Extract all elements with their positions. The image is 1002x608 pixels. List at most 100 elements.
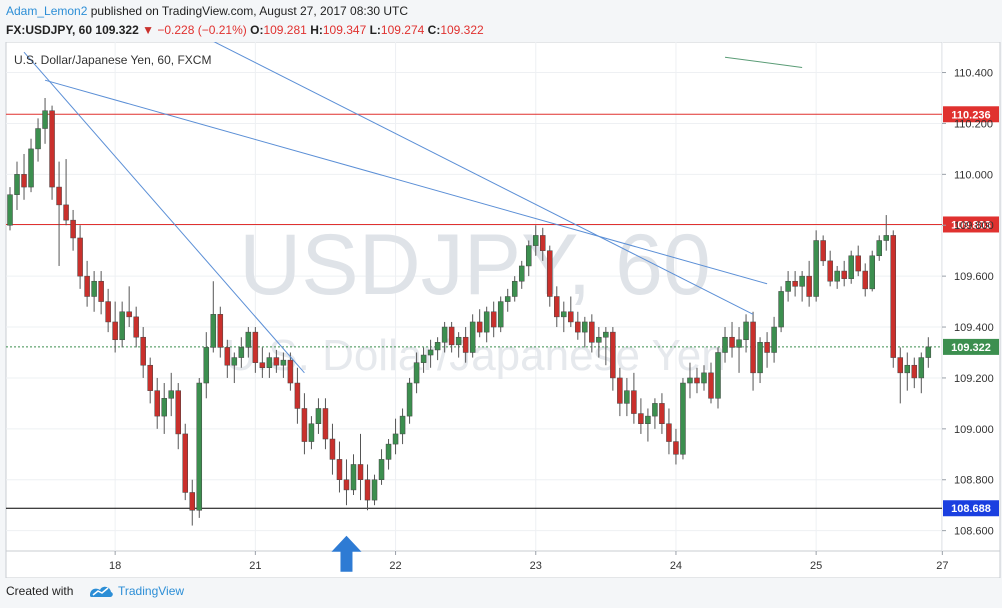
support-price-tag [943, 500, 999, 517]
candle-down [147, 364, 153, 391]
candle-down [610, 331, 616, 379]
x-tick-label: 24 [670, 560, 682, 572]
candle-down [806, 275, 812, 297]
candle-up [7, 194, 13, 226]
x-tick-label: 25 [810, 560, 822, 572]
candle-up [582, 321, 588, 333]
candle-up [518, 265, 525, 282]
y-tick-label: 109.800 [954, 220, 994, 232]
candle-up [701, 372, 707, 384]
candle-down [841, 270, 847, 279]
candle-up [350, 464, 357, 491]
price-axis[interactable] [941, 42, 1001, 552]
candle-down [792, 280, 798, 287]
resistance-price-label: 109.803 [951, 219, 991, 231]
candle-down [133, 316, 139, 338]
candle-down [301, 408, 308, 442]
candle-up [161, 398, 167, 417]
candle-down [294, 382, 301, 409]
candle-down [462, 336, 469, 353]
candle-up [757, 342, 763, 374]
time-axis[interactable] [5, 550, 1001, 578]
candle-up [904, 364, 911, 374]
candle-up [561, 311, 567, 318]
candle-down [490, 311, 497, 328]
last-price: 109.322 [95, 23, 139, 37]
watermark-symbol: USDJPY, 60 [239, 217, 711, 313]
candle-up [533, 235, 539, 246]
close-label: C: [427, 23, 441, 37]
candle-up [918, 357, 925, 379]
candle-up [196, 382, 203, 511]
candle-up [785, 280, 791, 292]
candle-down [336, 459, 343, 480]
candle-up [266, 357, 273, 369]
candle-up [883, 235, 889, 241]
candle-down [49, 110, 55, 188]
last-price-tag [943, 338, 999, 355]
high-value: 109.347 [322, 23, 367, 37]
candle-down [343, 479, 350, 491]
y-tick-label: 109.400 [954, 322, 994, 334]
candle-up [778, 291, 784, 328]
candle-up [813, 240, 819, 297]
x-tick-label: 27 [936, 560, 948, 572]
candle-up [315, 408, 322, 425]
candle-down [189, 492, 196, 511]
publish-line: Adam_Lemon2 published on TradingView.com… [6, 4, 408, 18]
candle-up [385, 443, 392, 460]
candle-down [568, 311, 574, 323]
candle-up [119, 311, 125, 341]
candle-down [448, 326, 455, 346]
candle-down [252, 331, 259, 363]
author-link[interactable]: Adam_Lemon2 [6, 4, 88, 18]
watermark: USDJPY, 60 U.S. Dollar/Japanese Yen [224, 217, 725, 380]
created-with-text: Created with [6, 584, 74, 598]
candle-up [469, 321, 476, 353]
candle-up [168, 390, 174, 399]
x-tick-label: 18 [109, 560, 121, 572]
candle-up [504, 296, 511, 302]
candle-down [631, 390, 637, 414]
candlestick-chart[interactable]: USDJPY, 60 U.S. Dollar/Japanese Yen 109.… [0, 42, 1002, 578]
candle-up [652, 403, 658, 417]
close-value: 109.322 [440, 23, 484, 37]
candle-up [245, 331, 252, 348]
candle-up [210, 314, 217, 348]
candle-up [848, 255, 854, 279]
trendline [724, 56, 803, 68]
y-tick-label: 108.600 [954, 526, 994, 538]
candle-down [694, 377, 700, 384]
candles [7, 97, 932, 526]
open-value: 109.281 [263, 23, 307, 37]
candle-down [750, 321, 756, 374]
candle-up [834, 270, 840, 282]
x-tick-label: 23 [530, 560, 542, 572]
high-label: H: [310, 23, 323, 37]
published-text: published on TradingView.com, August 27,… [90, 4, 409, 18]
y-tick-label: 109.200 [954, 373, 994, 385]
candle-down [540, 235, 546, 251]
tradingview-link[interactable]: TradingView [118, 584, 185, 598]
candle-down [322, 408, 329, 440]
candle-up [603, 331, 609, 338]
y-tick-label: 110.000 [954, 169, 993, 181]
low-label: L: [369, 23, 381, 37]
candle-down [126, 311, 132, 318]
resistance-price-tag [943, 106, 999, 123]
candle-up [736, 339, 742, 348]
candle-down [554, 296, 560, 318]
candle-up [771, 326, 777, 353]
candle-down [84, 275, 90, 297]
plot-area[interactable] [5, 42, 943, 552]
candle-up [624, 390, 630, 404]
candle-up [525, 245, 532, 267]
candle-up [511, 280, 518, 297]
candle-up [715, 352, 721, 399]
candle-up [455, 336, 462, 346]
candle-down [217, 314, 224, 348]
candle-up [497, 301, 504, 328]
candle-down [476, 321, 483, 333]
candle-down [56, 186, 62, 206]
arrow-shape [331, 535, 362, 572]
